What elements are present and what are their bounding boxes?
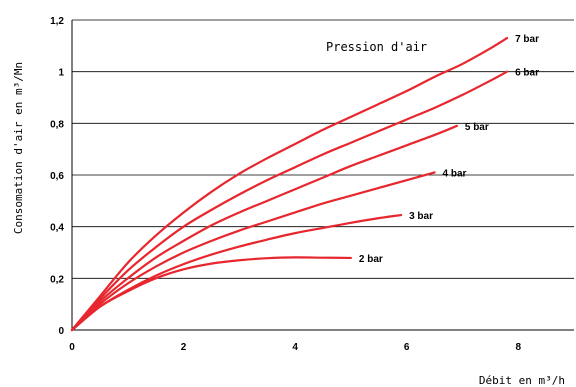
series-line-4-bar bbox=[70, 171, 436, 332]
axes bbox=[71, 20, 574, 331]
y-tick-label-2: 0,4 bbox=[50, 223, 64, 234]
x-tick-label-1: 2 bbox=[181, 342, 187, 353]
series-label-7-bar: 7 bar bbox=[515, 34, 539, 45]
series-line-7-bar bbox=[70, 36, 509, 332]
series-line-3-bar bbox=[70, 213, 403, 332]
series-label-6-bar: 6 bar bbox=[515, 68, 539, 79]
series-label-5-bar: 5 bar bbox=[465, 122, 489, 133]
y-tick-label-6: 1,2 bbox=[50, 16, 64, 27]
y-axis-title: Consomation d'air en m³/Mn bbox=[12, 62, 25, 234]
x-tick-label-2: 4 bbox=[292, 342, 298, 353]
series-label-2-bar: 2 bar bbox=[359, 254, 383, 265]
x-tick-labels: 0 2 4 6 8 bbox=[69, 342, 521, 353]
series-label-3-bar: 3 bar bbox=[409, 211, 433, 222]
series-line-5-bar bbox=[70, 124, 458, 332]
series-line-6-bar bbox=[70, 70, 509, 332]
x-tick-label-4: 8 bbox=[515, 342, 521, 353]
series-labels: 2 bar 3 bar 4 bar 5 bar 6 bar 7 bar bbox=[359, 34, 539, 265]
x-tick-label-3: 6 bbox=[404, 342, 410, 353]
series-lines bbox=[70, 36, 509, 332]
y-tick-label-4: 0,8 bbox=[50, 119, 64, 130]
series-label-4-bar: 4 bar bbox=[443, 168, 467, 179]
y-tick-label-5: 1 bbox=[58, 68, 64, 79]
y-tick-labels: 0 0,2 0,4 0,6 0,8 1 1,2 bbox=[50, 16, 64, 337]
gridlines bbox=[72, 19, 574, 279]
chart-annotation: Pression d'air bbox=[326, 40, 427, 54]
x-tick-label-0: 0 bbox=[69, 342, 75, 353]
y-tick-label-3: 0,6 bbox=[50, 171, 64, 182]
y-tick-label-0: 0 bbox=[58, 326, 64, 337]
y-tick-label-1: 0,2 bbox=[50, 274, 64, 285]
x-axis-title: Débit en m³/h bbox=[479, 374, 565, 387]
